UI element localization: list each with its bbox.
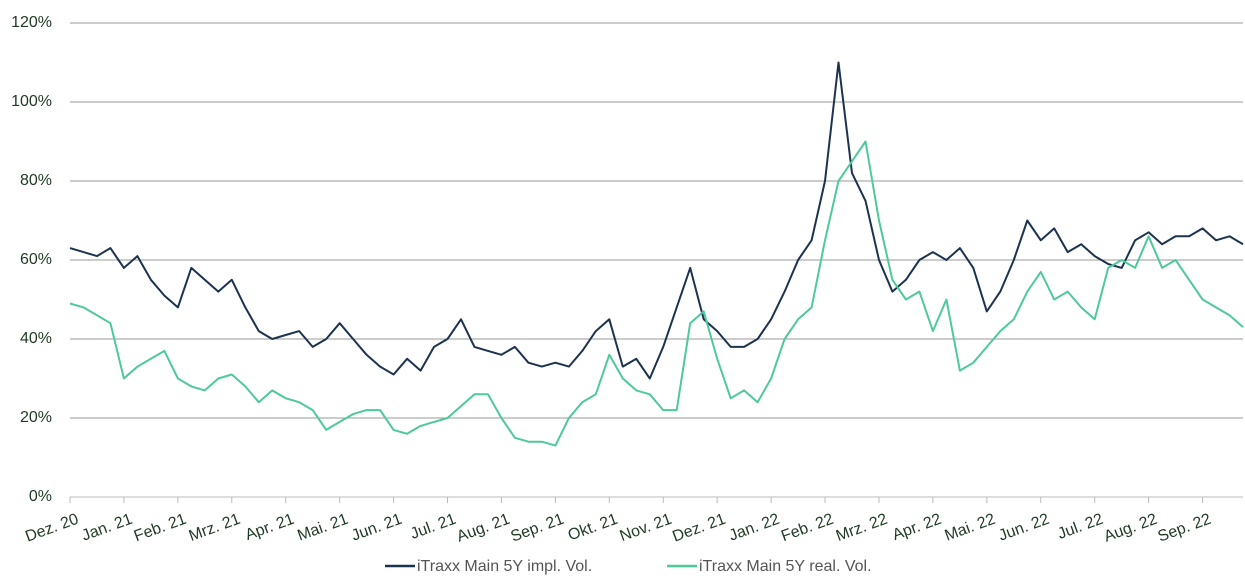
x-tick-label: Aug. 21 (455, 511, 513, 546)
x-tick-label: Apr. 21 (243, 511, 297, 544)
x-tick-label: Dez. 20 (23, 511, 81, 546)
x-tick-label: Aug. 22 (1102, 511, 1160, 546)
x-tick-label: Mai. 21 (295, 511, 350, 545)
series-line (69, 61, 1244, 380)
x-tick-label: Mrz. 22 (834, 511, 890, 545)
legend-label: iTraxx Main 5Y impl. Vol. (417, 558, 592, 575)
x-tick-label: Feb. 21 (132, 511, 189, 546)
x-tick-label: Jan. 21 (80, 511, 135, 545)
x-tick-label: Sep. 22 (1156, 511, 1214, 546)
x-tick-label: Dez. 21 (670, 511, 728, 546)
x-tick-label: Jun. 22 (996, 511, 1051, 545)
x-tick-label: Jul. 22 (1055, 511, 1105, 543)
y-tick-label: 0% (29, 488, 52, 505)
x-tick-label: Apr. 22 (890, 511, 944, 544)
x-tick-label: Jun. 21 (349, 511, 404, 545)
x-tick-label: Mai. 22 (943, 511, 998, 545)
x-tick-label: Nov. 21 (618, 511, 675, 545)
y-tick-label: 80% (20, 172, 52, 189)
legend-label: iTraxx Main 5Y real. Vol. (699, 558, 872, 575)
series-line (69, 140, 1244, 447)
x-tick-label: Mrz. 21 (187, 511, 243, 545)
x-tick-label: Feb. 22 (779, 511, 836, 546)
x-tick-label: Jul. 21 (408, 511, 458, 543)
y-tick-label: 100% (11, 93, 52, 110)
y-tick-label: 120% (11, 14, 52, 31)
y-tick-label: 40% (20, 330, 52, 347)
x-tick-label: Okt. 21 (566, 511, 620, 545)
y-tick-label: 60% (20, 251, 52, 268)
y-tick-label: 20% (20, 409, 52, 426)
x-tick-label: Sep. 21 (509, 511, 567, 546)
x-tick-label: Jan. 22 (727, 511, 782, 545)
